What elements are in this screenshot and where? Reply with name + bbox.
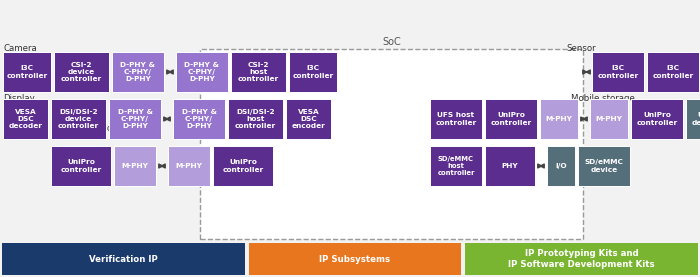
Bar [430,146,482,186]
Text: Verification IP: Verification IP [89,255,158,263]
Bar [231,52,286,92]
Text: CSI-2
host
controller: CSI-2 host controller [238,62,279,82]
Bar [686,99,700,139]
Text: UniPro
controller: UniPro controller [60,159,102,173]
Bar [647,52,699,92]
Text: SD/eMMC
host
controller: SD/eMMC host controller [438,156,475,176]
Text: Mobile storage: Mobile storage [571,94,635,103]
Text: VESA
DSC
decoder: VESA DSC decoder [8,109,43,129]
Text: I3C
controller: I3C controller [652,65,694,79]
Bar [3,99,48,139]
Bar [109,99,161,139]
Text: Display: Display [3,94,35,103]
Bar [485,146,535,186]
Bar [286,99,331,139]
Text: M-PHY: M-PHY [176,163,202,169]
Text: D-PHY &
C-PHY/
D-PHY: D-PHY & C-PHY/ D-PHY [118,109,153,129]
Bar [547,146,575,186]
Text: VESA
DSC
encoder: VESA DSC encoder [292,109,326,129]
Text: DSI/DSI-2
device
controller: DSI/DSI-2 device controller [58,109,99,129]
Text: PHY: PHY [502,163,519,169]
Bar [249,243,461,275]
Text: I3C
controller: I3C controller [597,65,638,79]
Bar [465,243,698,275]
Text: UniPro
controller: UniPro controller [491,112,531,126]
Text: D-PHY &
C-PHY/
D-PHY: D-PHY & C-PHY/ D-PHY [120,62,155,82]
Bar [112,52,164,92]
Bar [590,99,628,139]
Bar [200,49,583,239]
Text: Sensor: Sensor [566,44,596,53]
Text: IP Prototyping Kits and
IP Software Development Kits: IP Prototyping Kits and IP Software Deve… [508,249,654,269]
Bar [592,52,644,92]
Bar [54,52,109,92]
Bar [168,146,210,186]
Bar [578,146,630,186]
Text: UFS host
controller: UFS host controller [435,112,477,126]
Bar [289,52,337,92]
Bar [114,146,156,186]
Text: DSI/DSI-2
host
controller: DSI/DSI-2 host controller [235,109,276,129]
Text: M-PHY: M-PHY [545,116,573,122]
Text: D-PHY &
C-PHY/
D-PHY: D-PHY & C-PHY/ D-PHY [181,109,216,129]
Bar [51,99,106,139]
Text: UniPro
controller: UniPro controller [223,159,264,173]
Text: CSI-2
device
controller: CSI-2 device controller [61,62,102,82]
Text: SD/eMMC
device: SD/eMMC device [584,159,624,173]
Text: IP Subsystems: IP Subsystems [319,255,391,263]
Bar [485,99,537,139]
Text: UFS
device: UFS device [692,112,700,126]
Bar [51,146,111,186]
Text: I3C
controller: I3C controller [6,65,48,79]
Bar [213,146,273,186]
Text: Chip-to-chip: Chip-to-chip [82,124,134,133]
Bar [631,99,683,139]
Bar [228,99,283,139]
Text: Camera: Camera [3,44,36,53]
Bar [3,52,51,92]
Bar [2,243,245,275]
Text: D-PHY &
C-PHY/
D-PHY: D-PHY & C-PHY/ D-PHY [185,62,220,82]
Text: M-PHY: M-PHY [122,163,148,169]
Bar [173,99,225,139]
Text: I3C
controller: I3C controller [293,65,334,79]
Text: SoC: SoC [382,37,401,47]
Bar [540,99,578,139]
Text: UniPro
controller: UniPro controller [636,112,678,126]
Text: M-PHY: M-PHY [596,116,622,122]
Text: I/O: I/O [555,163,567,169]
Bar [176,52,228,92]
Bar [430,99,482,139]
